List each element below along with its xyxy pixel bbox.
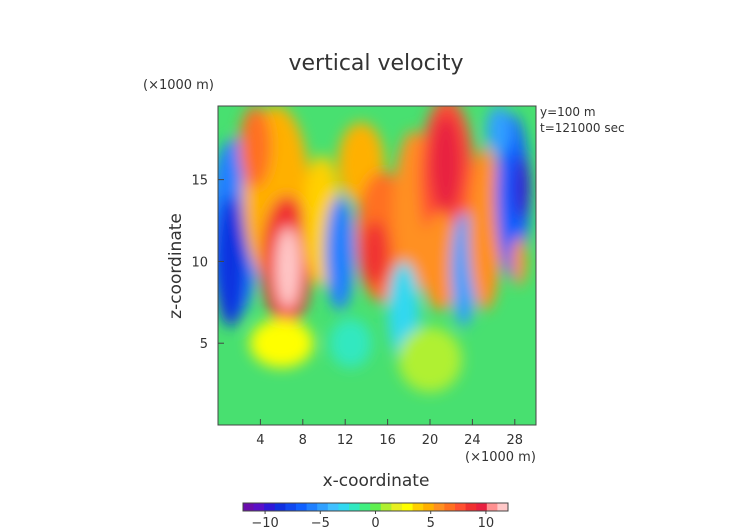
y-axis-label: z-coordinate — [166, 213, 186, 319]
colorbar-swatch — [338, 503, 350, 511]
colorbar-swatch — [412, 503, 424, 511]
x-tick-label: 28 — [507, 433, 524, 448]
colorbar-swatch — [402, 503, 414, 511]
colorbar-ticks: −10 −5 0 5 10 — [251, 511, 494, 531]
colorbar-swatch — [497, 503, 509, 511]
velocity-contour-region — [398, 326, 462, 393]
colorbar-swatch — [285, 503, 297, 511]
x-tick-label: 24 — [464, 433, 481, 448]
colorbar-swatch — [306, 503, 318, 511]
colorbar-swatch — [486, 503, 498, 511]
velocity-contour-region — [329, 318, 372, 368]
velocity-contour-region — [430, 114, 462, 213]
z-unit-label: (×1000 m) — [143, 78, 214, 93]
x-axis-ticks: 4 8 12 16 20 24 28 — [256, 419, 523, 448]
colorbar-swatch — [349, 503, 361, 511]
colorbar-swatch — [296, 503, 308, 511]
velocity-contour-region — [249, 318, 314, 368]
plot-area — [217, 105, 537, 426]
chart-title: vertical velocity — [288, 51, 463, 76]
colorbar-tick-label: −10 — [251, 516, 278, 531]
x-tick-label: 20 — [422, 433, 439, 448]
colorbar-swatch — [391, 503, 403, 511]
velocity-contour-region — [486, 106, 512, 156]
colorbar-swatch — [317, 503, 329, 511]
colorbar-swatch — [433, 503, 445, 511]
plot-frame — [217, 105, 537, 426]
colorbar-swatch — [253, 503, 265, 511]
colorbar — [242, 502, 509, 512]
velocity-contour-region — [468, 146, 503, 311]
annotation-y: y=100 m — [540, 105, 596, 119]
colorbar-tick-label: 5 — [427, 516, 435, 531]
annotation-t: t=121000 sec — [540, 121, 625, 135]
y-axis-ticks: 5 10 15 — [191, 174, 224, 352]
colorbar-swatch — [465, 503, 477, 511]
velocity-contour-region — [239, 106, 271, 188]
velocity-field — [218, 106, 530, 393]
velocity-contour-region — [218, 195, 247, 327]
y-tick-label: 15 — [191, 174, 208, 189]
colorbar-swatch — [444, 503, 456, 511]
y-tick-label: 10 — [191, 255, 208, 270]
colorbar-swatch — [423, 503, 435, 511]
colorbar-swatch — [359, 503, 371, 511]
velocity-contour-region — [421, 212, 460, 311]
velocity-contour-region — [511, 236, 527, 286]
velocity-contour-region — [361, 220, 389, 286]
colorbar-tick-label: 0 — [371, 516, 379, 531]
velocity-contour-region — [325, 195, 355, 311]
x-unit-label: (×1000 m) — [465, 450, 536, 465]
colorbar-swatch — [476, 503, 488, 511]
colorbar-swatch — [380, 503, 392, 511]
colorbar-tick-label: 10 — [478, 516, 495, 531]
x-tick-label: 12 — [337, 433, 354, 448]
colorbar-swatch — [243, 503, 255, 511]
colorbar-swatch — [370, 503, 382, 511]
velocity-contour-region — [512, 155, 530, 221]
velocity-contour-region — [495, 114, 530, 278]
colorbar-swatch — [274, 503, 286, 511]
x-axis-label: x-coordinate — [323, 471, 430, 491]
x-tick-label: 16 — [379, 433, 396, 448]
x-tick-label: 4 — [256, 433, 264, 448]
colorbar-swatch — [264, 503, 276, 511]
colorbar-tick-label: −5 — [311, 516, 330, 531]
colorbar-swatch — [327, 503, 339, 511]
y-tick-label: 5 — [200, 337, 208, 352]
velocity-contour-region — [281, 251, 295, 298]
x-tick-label: 8 — [299, 433, 307, 448]
colorbar-swatch — [455, 503, 467, 511]
